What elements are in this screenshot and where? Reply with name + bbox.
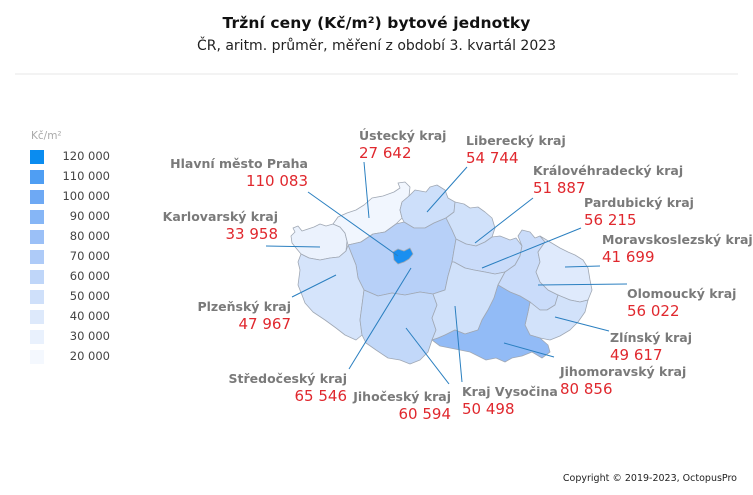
label-ustecky: Ústecký kraj 27 642 (359, 128, 447, 162)
legend-item: 30 000 (30, 329, 110, 344)
legend-label: 20 000 (69, 349, 110, 363)
region-jihocesky[interactable] (359, 289, 438, 365)
label-karlovarsky: Karlovarský kraj 33 958 (162, 209, 278, 243)
label-stredocesky: Středočeský kraj 65 546 (228, 371, 348, 405)
legend-swatch (30, 170, 44, 184)
legend-swatch (30, 210, 44, 224)
region-jihomoravsky[interactable] (431, 284, 551, 363)
region-karlovarsky[interactable] (290, 223, 348, 261)
legend-label: 90 000 (69, 209, 110, 223)
label-liberecky: Liberecký kraj 54 744 (466, 133, 566, 167)
legend-label: 110 000 (62, 169, 110, 183)
leader-lines (265, 161, 628, 385)
legend-swatch (30, 230, 44, 244)
region-plzensky[interactable] (297, 244, 365, 341)
legend-label: 40 000 (69, 309, 110, 323)
legend-item: 50 000 (30, 289, 110, 304)
legend-item: 110 000 (30, 169, 110, 184)
chart-title: Tržní ceny (Kč/m²) bytové jednotky (222, 14, 531, 32)
chart-subtitle: ČR, aritm. průměr, měření z období 3. kv… (196, 38, 557, 54)
region-praha[interactable] (392, 247, 414, 265)
legend-item: 120 000 (30, 149, 110, 164)
legend-swatch (30, 290, 44, 304)
legend-swatch (30, 150, 44, 164)
label-praha: Hlavní město Praha 110 083 (170, 156, 308, 190)
label-jihocesky: Jihočeský kraj 60 594 (353, 389, 451, 423)
legend-item: 90 000 (30, 209, 110, 224)
legend-label: 60 000 (69, 269, 110, 283)
legend-item: 100 000 (30, 189, 110, 204)
legend-label: 100 000 (62, 189, 110, 203)
legend-item: 60 000 (30, 269, 110, 284)
legend-item: 20 000 (30, 349, 110, 364)
legend-item: 40 000 (30, 309, 110, 324)
label-zlinsky: Zlínský kraj 49 617 (610, 330, 692, 364)
legend-item: 70 000 (30, 249, 110, 264)
label-moravskoslezsky: Moravskoslezský kraj 41 699 (602, 232, 753, 266)
legend-label: 70 000 (69, 249, 110, 263)
legend-label: 50 000 (69, 289, 110, 303)
legend-title: Kč/m² (31, 130, 62, 142)
legend-swatch (30, 250, 44, 264)
label-olomoucky: Olomoucký kraj 56 022 (627, 286, 737, 320)
label-kralovehradecky: Královéhradecký kraj 51 887 (533, 163, 684, 197)
legend-label: 80 000 (69, 229, 110, 243)
legend-label: 30 000 (69, 329, 110, 343)
label-vysocina: Kraj Vysočina 50 498 (462, 384, 558, 418)
header-divider (15, 73, 738, 75)
legend-swatch (30, 190, 44, 204)
legend-swatch (30, 330, 44, 344)
label-jihomoravsky: Jihomoravský kraj 80 856 (560, 364, 687, 398)
legend-swatch (30, 270, 44, 284)
label-pardubicky: Pardubický kraj 56 215 (584, 195, 694, 229)
legend-label: 120 000 (62, 149, 110, 163)
legend-swatch (30, 350, 44, 364)
label-plzensky: Plzeňský kraj 47 967 (197, 299, 291, 333)
legend-item: 80 000 (30, 229, 110, 244)
legend-swatch (30, 310, 44, 324)
copyright-text: Copyright © 2019-2023, OctopusPro (562, 473, 737, 484)
